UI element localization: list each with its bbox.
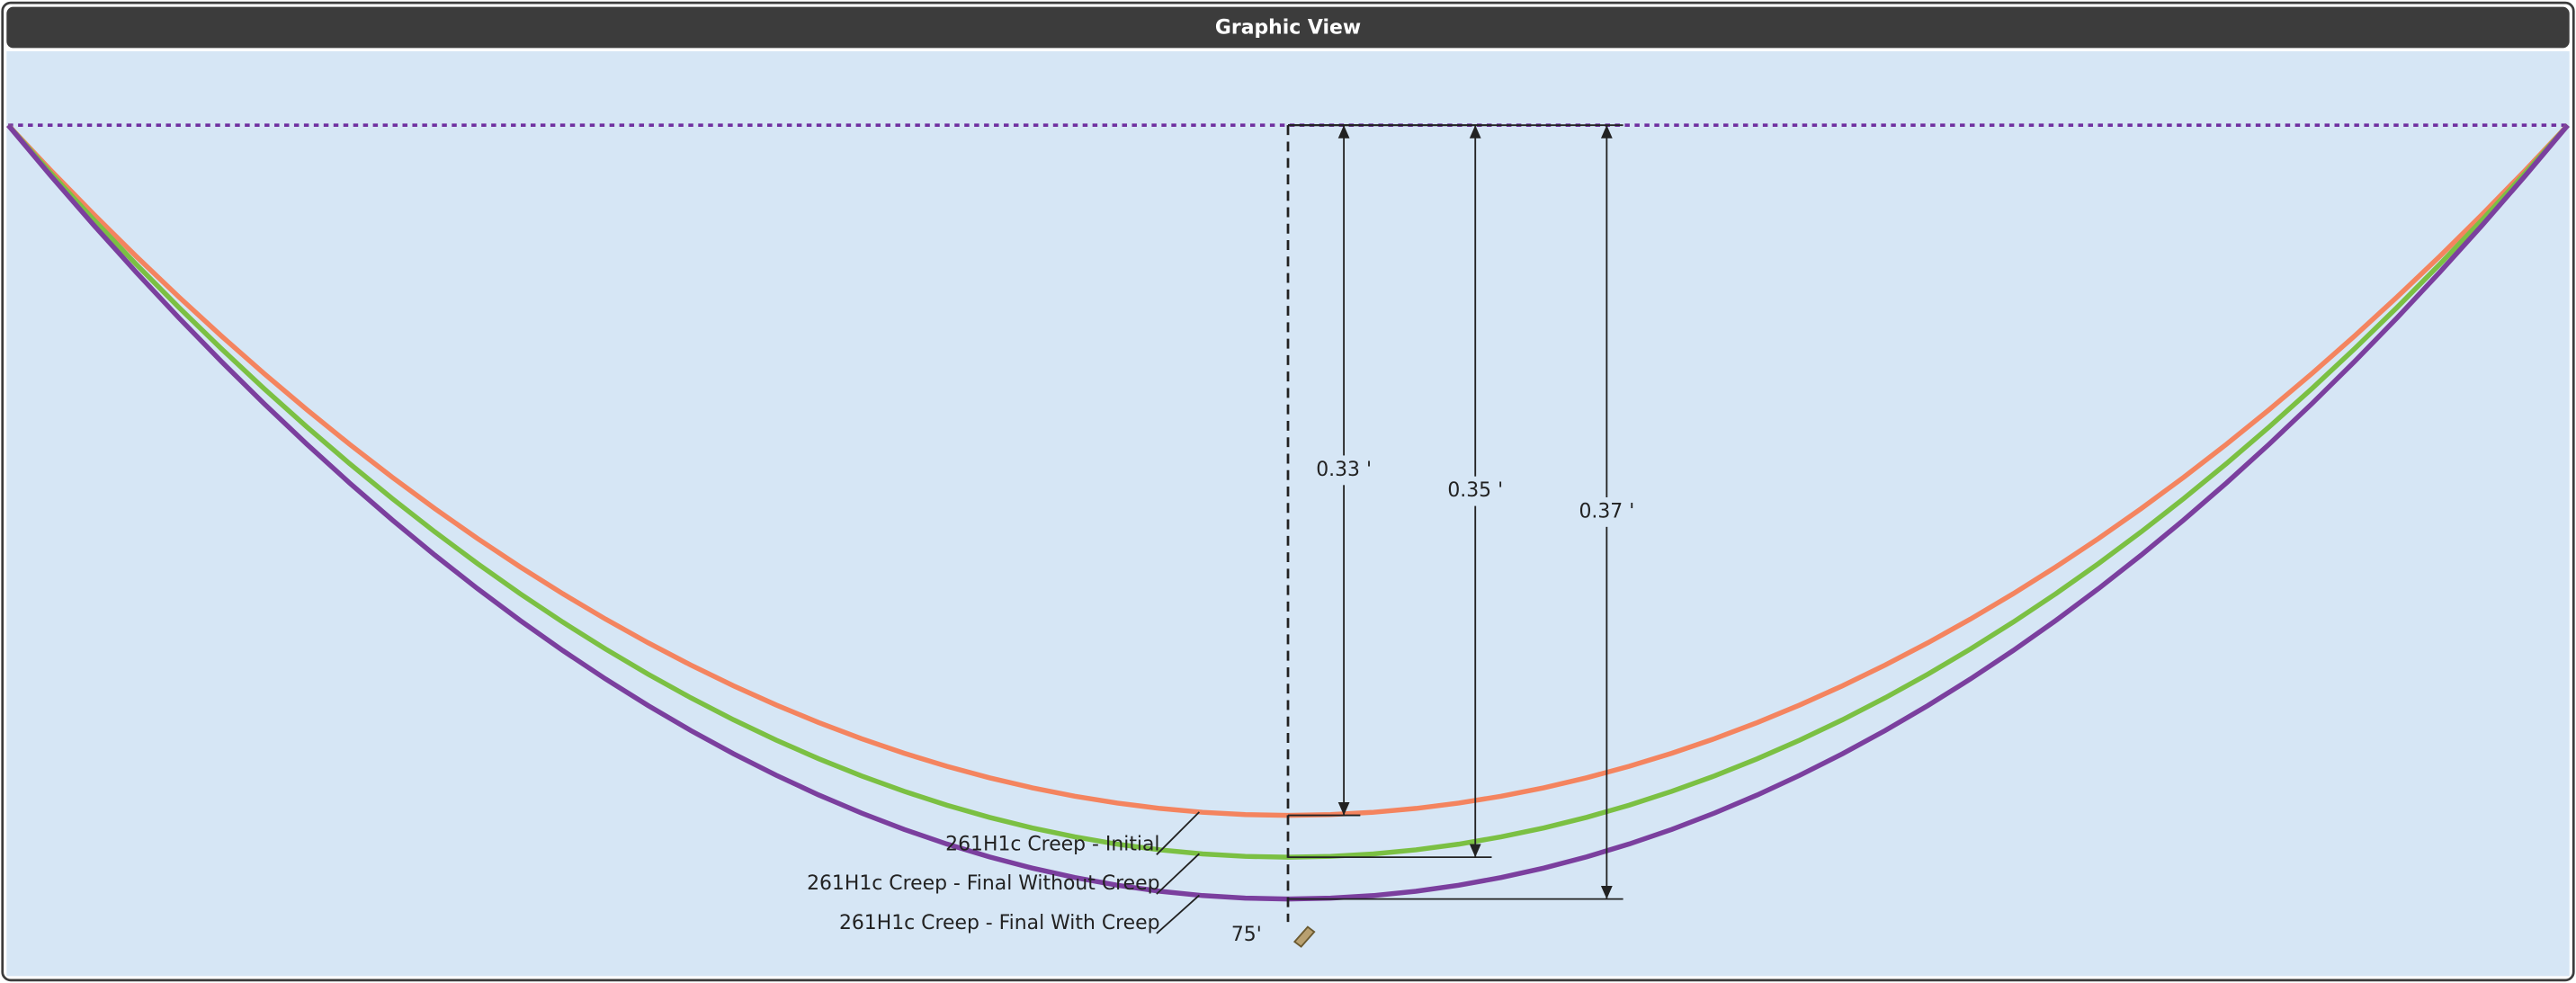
- panel-title: Graphic View: [1215, 16, 1361, 39]
- dimension-label: 0.37 ': [1579, 500, 1634, 523]
- dimension-label-bg: [1573, 496, 1640, 527]
- midpoint-label: 75': [1231, 924, 1262, 946]
- panel-header: [6, 6, 2570, 49]
- series-label: 261H1c Creep - Final With Creep: [839, 912, 1160, 934]
- dimension-label-bg: [1442, 476, 1508, 506]
- arrowhead: [1337, 801, 1350, 816]
- dimension-label: 0.33 ': [1316, 459, 1372, 481]
- dimension-label: 0.35 ': [1447, 479, 1503, 502]
- pencil-icon: [1292, 925, 1316, 948]
- leader-line: [1156, 853, 1200, 895]
- series-label: 261H1c Creep - Initial: [945, 833, 1159, 855]
- arrowhead: [1337, 125, 1350, 139]
- arrowhead: [1469, 125, 1481, 139]
- arrowhead: [1600, 125, 1613, 139]
- arrowhead: [1600, 886, 1613, 899]
- series-label: 261H1c Creep - Final Without Creep: [807, 872, 1159, 895]
- leader-line: [1156, 811, 1201, 855]
- leader-line: [1156, 894, 1200, 934]
- arrowhead: [1469, 844, 1481, 858]
- dimension-label-bg: [1310, 455, 1377, 486]
